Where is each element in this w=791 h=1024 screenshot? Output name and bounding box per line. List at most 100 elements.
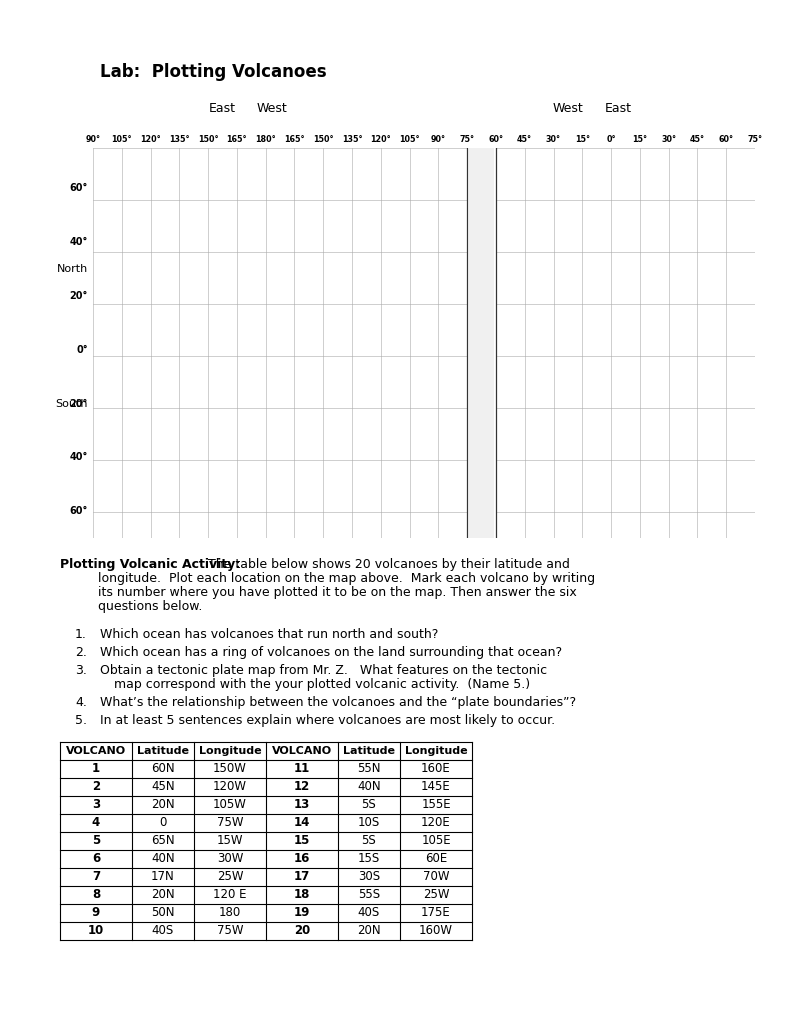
Text: 105°: 105° xyxy=(112,135,132,144)
Text: 5S: 5S xyxy=(361,799,377,811)
Text: 90°: 90° xyxy=(431,135,446,144)
Text: 16: 16 xyxy=(293,853,310,865)
Text: 20°: 20° xyxy=(70,291,88,301)
Text: 30°: 30° xyxy=(661,135,676,144)
Text: North: North xyxy=(57,264,88,274)
Text: 15W: 15W xyxy=(217,835,244,848)
Text: 75W: 75W xyxy=(217,925,244,938)
Text: 135°: 135° xyxy=(342,135,362,144)
Text: 30W: 30W xyxy=(217,853,243,865)
Text: 75°: 75° xyxy=(460,135,475,144)
Text: 120°: 120° xyxy=(370,135,392,144)
Text: 120W: 120W xyxy=(213,780,247,794)
Text: 17: 17 xyxy=(294,870,310,884)
Text: 70W: 70W xyxy=(422,870,449,884)
Text: 5S: 5S xyxy=(361,835,377,848)
Text: map correspond with the your plotted volcanic activity.  (Name 5.): map correspond with the your plotted vol… xyxy=(114,678,530,691)
Text: 8: 8 xyxy=(92,889,100,901)
Text: 15S: 15S xyxy=(358,853,380,865)
Text: 120E: 120E xyxy=(421,816,451,829)
Text: VOLCANO: VOLCANO xyxy=(66,746,126,756)
Text: Obtain a tectonic plate map from Mr. Z.   What features on the tectonic: Obtain a tectonic plate map from Mr. Z. … xyxy=(100,664,547,677)
Text: 15: 15 xyxy=(293,835,310,848)
Text: 15°: 15° xyxy=(575,135,590,144)
Text: 40S: 40S xyxy=(152,925,174,938)
Text: 10: 10 xyxy=(88,925,104,938)
Text: 50N: 50N xyxy=(151,906,175,920)
Text: West: West xyxy=(256,101,287,115)
Text: 3.: 3. xyxy=(75,664,87,677)
Text: 40N: 40N xyxy=(358,780,380,794)
Text: 135°: 135° xyxy=(169,135,190,144)
Text: South: South xyxy=(55,398,88,409)
Text: 13: 13 xyxy=(294,799,310,811)
Text: 105W: 105W xyxy=(213,799,247,811)
Text: 55N: 55N xyxy=(358,763,380,775)
Text: 25W: 25W xyxy=(422,889,449,901)
Text: 17N: 17N xyxy=(151,870,175,884)
Text: 160E: 160E xyxy=(421,763,451,775)
Text: Longitude: Longitude xyxy=(199,746,261,756)
Text: 4.: 4. xyxy=(75,696,87,709)
Text: 2.: 2. xyxy=(75,646,87,659)
Text: 20N: 20N xyxy=(151,799,175,811)
Text: Which ocean has volcanoes that run north and south?: Which ocean has volcanoes that run north… xyxy=(100,628,438,641)
Text: 20N: 20N xyxy=(151,889,175,901)
Text: 165°: 165° xyxy=(284,135,305,144)
Text: 5.: 5. xyxy=(75,714,87,727)
Text: 40S: 40S xyxy=(358,906,380,920)
Text: 40°: 40° xyxy=(70,453,88,462)
Text: East: East xyxy=(604,101,631,115)
Text: 155E: 155E xyxy=(421,799,451,811)
Text: 4: 4 xyxy=(92,816,100,829)
Text: 20°: 20° xyxy=(70,398,88,409)
Text: VOLCANO: VOLCANO xyxy=(272,746,332,756)
Text: Which ocean has a ring of volcanoes on the land surrounding that ocean?: Which ocean has a ring of volcanoes on t… xyxy=(100,646,562,659)
Text: 0°: 0° xyxy=(77,345,88,354)
Text: 120 E: 120 E xyxy=(214,889,247,901)
Text: its number where you have plotted it to be on the map. Then answer the six: its number where you have plotted it to … xyxy=(98,586,577,599)
Text: 60°: 60° xyxy=(488,135,504,144)
Text: 19: 19 xyxy=(293,906,310,920)
Text: East: East xyxy=(209,101,236,115)
Text: 30°: 30° xyxy=(546,135,561,144)
Text: 15°: 15° xyxy=(632,135,647,144)
Text: longitude.  Plot each location on the map above.  Mark each volcano by writing: longitude. Plot each location on the map… xyxy=(98,572,595,585)
Text: 0°: 0° xyxy=(606,135,616,144)
Text: 165°: 165° xyxy=(226,135,248,144)
Text: 0: 0 xyxy=(159,816,167,829)
Text: 30S: 30S xyxy=(358,870,380,884)
Text: 6: 6 xyxy=(92,853,100,865)
Text: Lab:  Plotting Volcanoes: Lab: Plotting Volcanoes xyxy=(100,63,327,81)
Text: 18: 18 xyxy=(293,889,310,901)
Text: 105°: 105° xyxy=(399,135,420,144)
Text: 5: 5 xyxy=(92,835,100,848)
Text: What’s the relationship between the volcanoes and the “plate boundaries”?: What’s the relationship between the volc… xyxy=(100,696,576,709)
Text: 65N: 65N xyxy=(151,835,175,848)
Text: 45°: 45° xyxy=(517,135,532,144)
Text: 25W: 25W xyxy=(217,870,244,884)
Text: Plotting Volcanic Activity:: Plotting Volcanic Activity: xyxy=(60,558,240,571)
Text: In at least 5 sentences explain where volcanoes are most likely to occur.: In at least 5 sentences explain where vo… xyxy=(100,714,555,727)
Text: 180°: 180° xyxy=(255,135,276,144)
Bar xyxy=(469,142,494,541)
Text: 40N: 40N xyxy=(151,853,175,865)
Text: 150°: 150° xyxy=(313,135,334,144)
Text: 75W: 75W xyxy=(217,816,244,829)
Text: 105E: 105E xyxy=(421,835,451,848)
Text: 160W: 160W xyxy=(419,925,453,938)
Text: 14: 14 xyxy=(293,816,310,829)
Text: 180: 180 xyxy=(219,906,241,920)
Text: 45°: 45° xyxy=(690,135,705,144)
Text: Latitude: Latitude xyxy=(137,746,189,756)
Text: questions below.: questions below. xyxy=(98,600,202,613)
Text: 40°: 40° xyxy=(70,238,88,247)
Text: 150°: 150° xyxy=(198,135,218,144)
Text: 150W: 150W xyxy=(213,763,247,775)
Text: 45N: 45N xyxy=(151,780,175,794)
Text: 60°: 60° xyxy=(70,506,88,516)
Text: 55S: 55S xyxy=(358,889,380,901)
Text: 20: 20 xyxy=(294,925,310,938)
Text: The table below shows 20 volcanoes by their latitude and: The table below shows 20 volcanoes by th… xyxy=(200,558,570,571)
Text: 12: 12 xyxy=(294,780,310,794)
